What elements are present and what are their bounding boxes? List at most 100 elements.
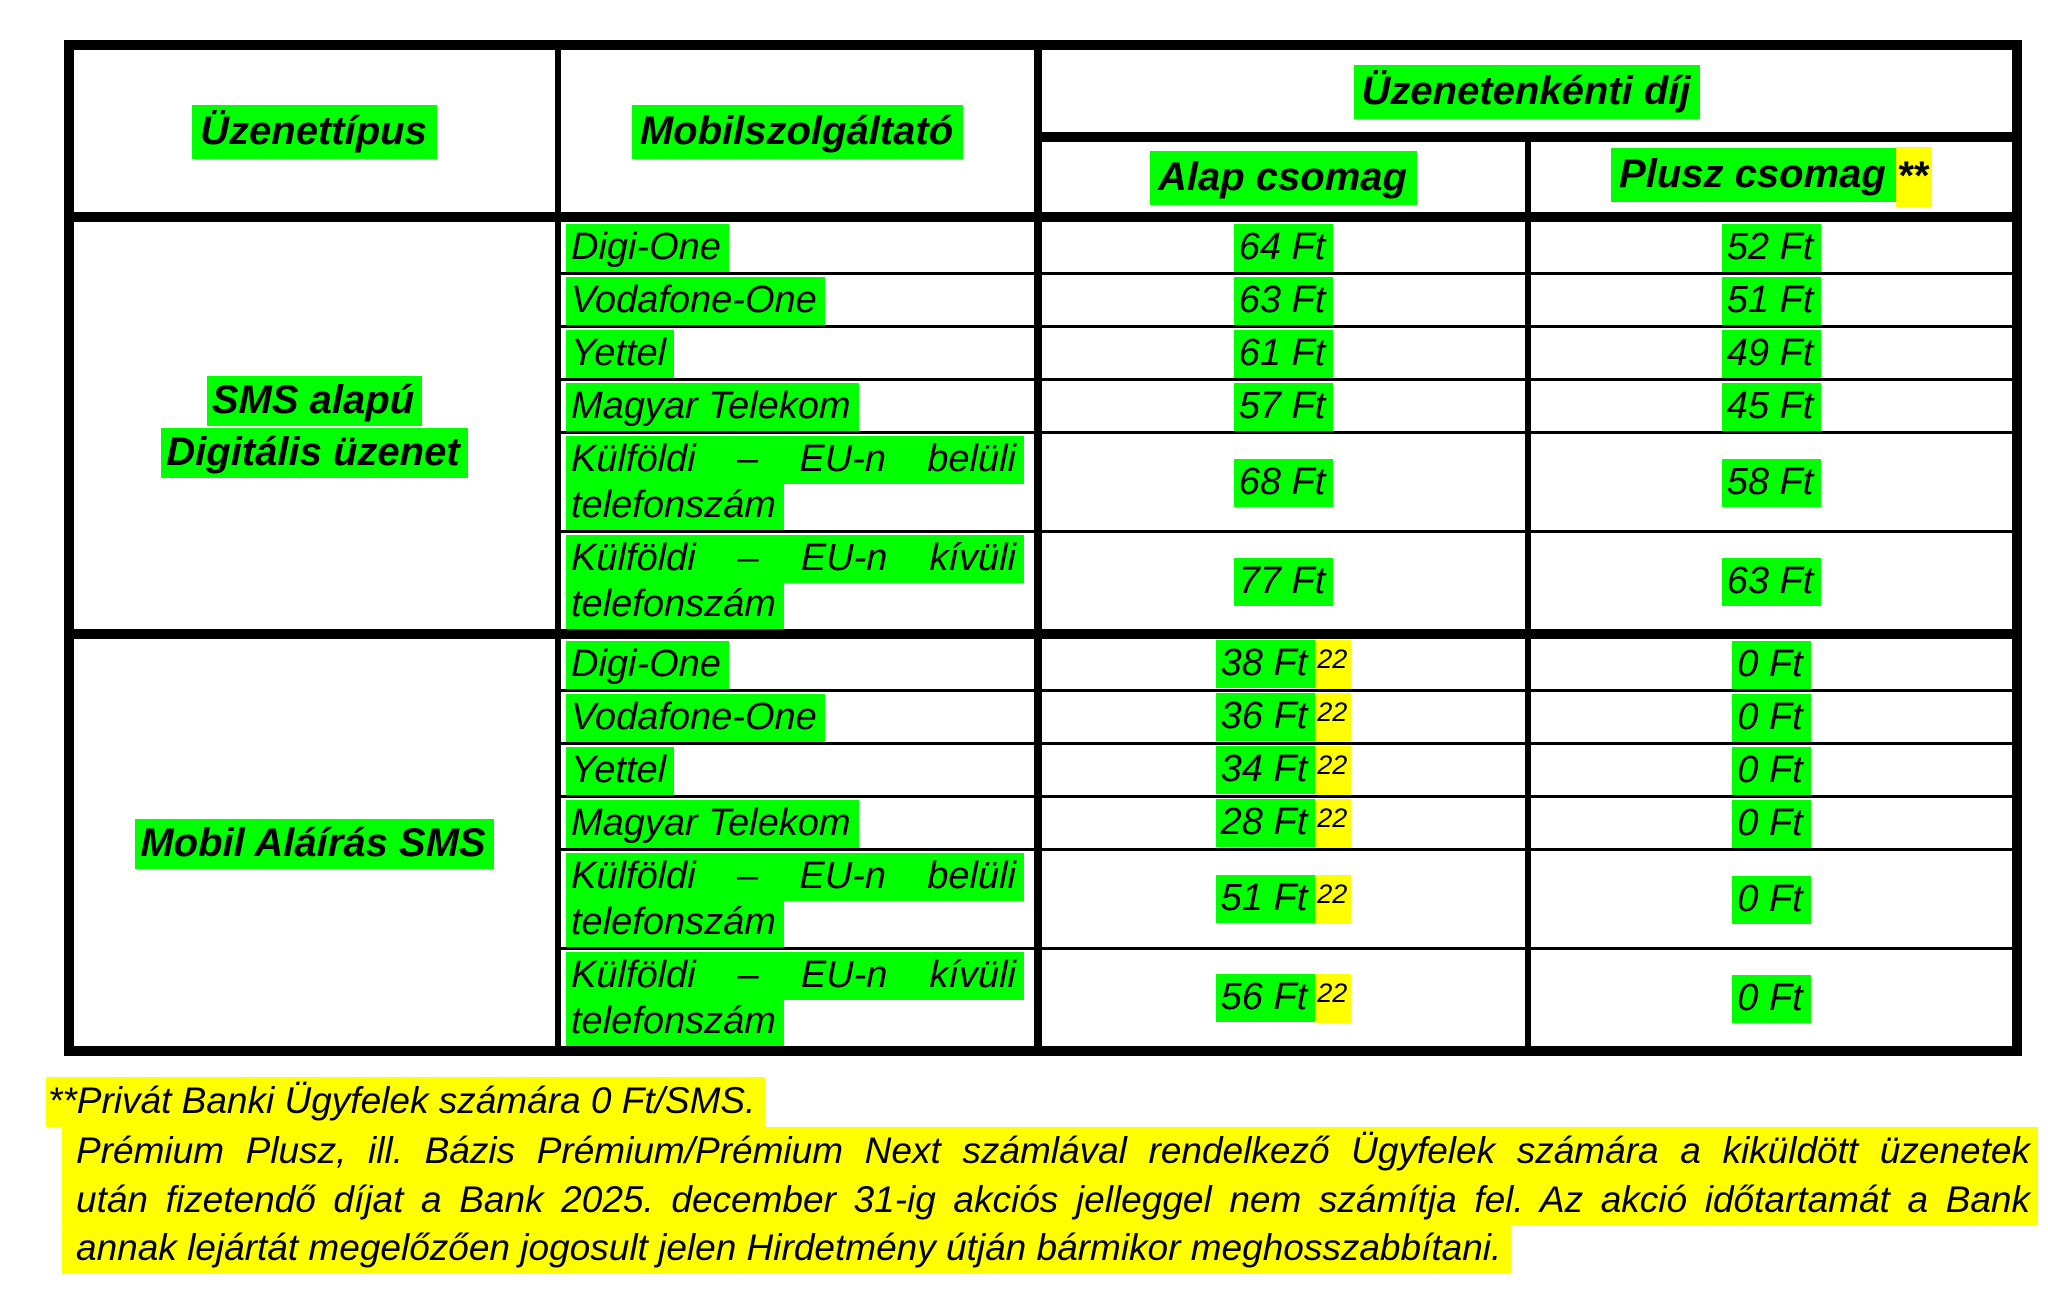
plus-fee-cell: 45 Ft xyxy=(1526,378,2019,434)
operator-cell: Külföldi – EU-n belüli telefonszám xyxy=(556,848,1042,950)
fee-footnote-ref: 22 xyxy=(1315,973,1352,1023)
table-row: Vodafone-One 63 Ft 51 Ft xyxy=(69,272,2019,328)
plus-fee: 0 Ft xyxy=(1732,693,1811,742)
operator-cell: Magyar Telekom xyxy=(556,795,1042,851)
table-row: Külföldi – EU-n belüli telefonszám 68 Ft… xyxy=(69,431,2019,533)
table-row: Külföldi – EU-n kívüli telefonszám 56 Ft… xyxy=(69,947,2019,1053)
table-row: Mobil Aláírás SMS Digi-One 38 Ft 22 0 Ft xyxy=(67,629,2019,1053)
basic-fee: 57 Ft xyxy=(1233,382,1334,431)
basic-fee-cell: 36 Ft 22 xyxy=(1036,689,1531,745)
group-label-line: SMS alapú xyxy=(206,375,423,426)
operator-name: Külföldi – EU-n belüli xyxy=(566,853,1024,901)
operator-cell: Magyar Telekom xyxy=(556,378,1042,434)
table-row: Yettel 34 Ft 22 0 Ft xyxy=(69,742,2019,798)
table-row: Yettel 61 Ft 49 Ft xyxy=(69,325,2019,381)
basic-fee-cell: 34 Ft 22 xyxy=(1036,742,1531,798)
plus-fee: 45 Ft xyxy=(1721,382,1822,431)
fee-footnote-ref: 22 xyxy=(1315,874,1352,924)
operator-cell: Külföldi – EU-n belüli telefonszám xyxy=(556,431,1042,533)
header-plus-package: Plusz csomag ** xyxy=(1526,135,2019,222)
plus-fee-cell: 52 Ft xyxy=(1526,215,2019,275)
basic-fee: 77 Ft xyxy=(1233,557,1334,606)
operator-name: Vodafone-One xyxy=(566,694,825,742)
group-label-line: Digitális üzenet xyxy=(161,427,468,478)
header-plus-package-label: Plusz csomag xyxy=(1611,148,1896,202)
header-fee-per-message-label: Üzenetenkénti díj xyxy=(1353,65,1701,119)
operator-name-line2: telefonszám xyxy=(566,998,784,1046)
plus-fee: 0 Ft xyxy=(1732,974,1811,1023)
operator-cell: Vodafone-One xyxy=(556,689,1042,745)
header-row-sub: Alap csomag Plusz csomag ** xyxy=(69,135,2019,222)
plus-fee-cell: 0 Ft xyxy=(1526,795,2019,851)
plus-fee-cell: 63 Ft xyxy=(1526,530,2019,636)
basic-fee-cell: 28 Ft 22 xyxy=(1036,795,1531,851)
operator-cell: Vodafone-One xyxy=(556,272,1042,328)
footnote-block: **Privát Banki Ügyfelek számára 0 Ft/SMS… xyxy=(46,1077,2038,1274)
operator-cell: Külföldi – EU-n kívüli telefonszám xyxy=(556,530,1042,636)
header-basic-package: Alap csomag xyxy=(1036,135,1531,222)
fee-footnote-ref: 22 xyxy=(1315,639,1352,689)
basic-fee-cell: 68 Ft xyxy=(1036,431,1531,533)
operator-name: Yettel xyxy=(566,330,675,378)
plus-package-footnote-marker: ** xyxy=(1895,147,1932,207)
operator-name: Digi-One xyxy=(566,224,729,272)
plus-fee: 63 Ft xyxy=(1721,557,1822,606)
basic-fee: 51 Ft xyxy=(1215,874,1316,923)
sms-fee-table: Üzenettípus Mobilszolgáltató Üzenetenkén… xyxy=(64,40,2023,1056)
operator-name: Magyar Telekom xyxy=(566,800,859,848)
operator-name: Külföldi – EU-n kívüli xyxy=(566,535,1024,583)
operator-name: Magyar Telekom xyxy=(566,383,859,431)
basic-fee-cell: 61 Ft xyxy=(1036,325,1531,381)
header-fee-per-message: Üzenetenkénti díj xyxy=(1036,43,2019,142)
basic-fee: 61 Ft xyxy=(1233,329,1334,378)
table-row: SMS alapú Digitális üzenet Digi-One 64 F… xyxy=(67,215,2019,636)
operator-name-line2: telefonszám xyxy=(566,899,784,947)
operator-cell: Yettel xyxy=(556,325,1042,381)
plus-fee: 52 Ft xyxy=(1721,223,1822,272)
footnote-line-1-text: **Privát Banki Ügyfelek számára 0 Ft/SMS… xyxy=(46,1077,766,1127)
basic-fee: 68 Ft xyxy=(1233,458,1334,507)
basic-fee-cell: 64 Ft xyxy=(1036,215,1531,275)
plus-fee-cell: 49 Ft xyxy=(1526,325,2019,381)
basic-fee: 28 Ft xyxy=(1215,798,1316,847)
operator-name: Digi-One xyxy=(566,641,729,689)
plus-fee-cell: 0 Ft xyxy=(1526,689,2019,745)
table-row: Külföldi – EU-n kívüli telefonszám 77 Ft… xyxy=(69,530,2019,636)
group-label-line: Mobil Aláírás SMS xyxy=(135,818,494,869)
header-row-top: Üzenettípus Mobilszolgáltató Üzenetenkén… xyxy=(67,43,2019,222)
footnote-body-line-text: annak lejártát megelőzően jogosult jelen… xyxy=(62,1226,1512,1274)
operator-name-line2: telefonszám xyxy=(566,482,784,530)
operator-cell: Digi-One xyxy=(556,215,1042,275)
plus-fee-cell: 0 Ft xyxy=(1526,742,2019,798)
plus-fee: 0 Ft xyxy=(1732,746,1811,795)
operator-name: Yettel xyxy=(566,747,675,795)
plus-fee-cell: 58 Ft xyxy=(1526,431,2019,533)
footnote-body-line: után fizetendő díjat a Bank 2025. decemb… xyxy=(62,1176,2038,1225)
operator-name: Külföldi – EU-n kívüli xyxy=(566,952,1024,1000)
plus-fee: 58 Ft xyxy=(1721,458,1822,507)
header-message-type-label: Üzenettípus xyxy=(192,105,437,159)
plus-fee-cell: 51 Ft xyxy=(1526,272,2019,328)
header-operator: Mobilszolgáltató xyxy=(556,43,1042,222)
operator-cell: Yettel xyxy=(556,742,1042,798)
table-row: Magyar Telekom 28 Ft 22 0 Ft xyxy=(69,795,2019,851)
basic-fee-cell: 56 Ft 22 xyxy=(1036,947,1531,1053)
footnote-body-line: Prémium Plusz, ill. Bázis Prémium/Prémiu… xyxy=(62,1127,2038,1176)
basic-fee-cell: 51 Ft 22 xyxy=(1036,848,1531,950)
footnote-body: Prémium Plusz, ill. Bázis Prémium/Prémiu… xyxy=(62,1127,2038,1274)
table-row: Vodafone-One 36 Ft 22 0 Ft xyxy=(69,689,2019,745)
basic-fee-cell: 77 Ft xyxy=(1036,530,1531,636)
plus-fee: 0 Ft xyxy=(1732,799,1811,848)
fee-footnote-ref: 22 xyxy=(1315,798,1352,848)
plus-fee-cell: 0 Ft xyxy=(1526,629,2019,692)
table-row: Magyar Telekom 57 Ft 45 Ft xyxy=(69,378,2019,434)
operator-name-line2: telefonszám xyxy=(566,581,784,629)
basic-fee-cell: 38 Ft 22 xyxy=(1036,629,1531,692)
plus-fee: 51 Ft xyxy=(1721,276,1822,325)
group-label-sms-digital: SMS alapú Digitális üzenet xyxy=(67,215,561,636)
basic-fee: 56 Ft xyxy=(1215,973,1316,1022)
operator-name: Külföldi – EU-n belüli xyxy=(566,436,1024,484)
plus-fee: 0 Ft xyxy=(1732,640,1811,689)
operator-name: Vodafone-One xyxy=(566,277,825,325)
basic-fee-cell: 57 Ft xyxy=(1036,378,1531,434)
